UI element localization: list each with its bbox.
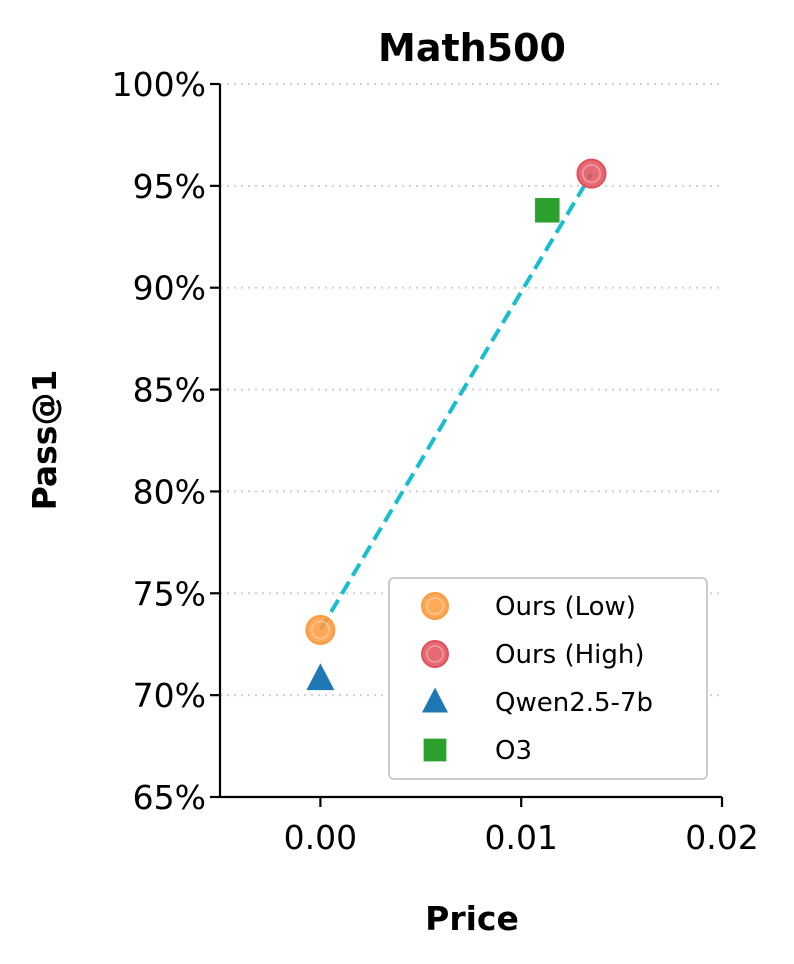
x-tick-label: 0.02 <box>685 818 758 857</box>
x-axis-title: Price <box>425 899 519 938</box>
y-tick-label: 65% <box>133 778 206 817</box>
axes <box>218 84 722 799</box>
point-ours-low-outer <box>305 614 336 645</box>
legend-ours-low-label: Ours (Low) <box>495 592 636 622</box>
point-qwen <box>306 663 335 691</box>
point-ours-low-ring <box>310 620 330 640</box>
trend-line-layer <box>318 172 594 631</box>
y-tick-label: 90% <box>133 269 206 308</box>
legend-items: Ours (Low) Ours (High) Qwen2.5-7b O3 <box>421 592 653 766</box>
point-ours-low <box>305 614 336 645</box>
legend-o3-label: O3 <box>495 736 532 766</box>
legend-ours-high-label: Ours (High) <box>495 640 645 670</box>
y-axis-title: Pass@1 <box>25 370 64 511</box>
y-tick-label: 100% <box>112 65 206 104</box>
point-ours-high <box>576 158 607 189</box>
data-points <box>305 158 607 691</box>
ticks: 65% 70% 75% 80% 85% 90% 95% 100% 0.00 0.01 0.02 <box>112 65 759 857</box>
y-tick-label: 75% <box>133 574 206 613</box>
legend-o3-marker <box>423 738 447 762</box>
chart-title: Math500 <box>378 26 566 70</box>
x-tick-label: 0.00 <box>284 818 357 857</box>
legend-frame <box>388 577 708 780</box>
y-tick-label: 70% <box>133 676 206 715</box>
y-tick-label: 85% <box>133 371 206 410</box>
legend-ours-high-marker <box>421 640 449 668</box>
legend-qwen-marker <box>422 687 448 713</box>
point-o3 <box>535 198 560 223</box>
point-ours-high-ring <box>582 164 601 184</box>
y-tick-label: 80% <box>133 472 206 511</box>
y-tick-label: 95% <box>133 167 206 206</box>
legend-ours-high-marker-outer <box>421 640 449 668</box>
legend-ours-low-marker-outer <box>421 592 449 620</box>
legend: Ours (Low) Ours (High) Qwen2.5-7b O3 <box>388 577 708 780</box>
legend-ours-high-marker-ring <box>426 645 444 663</box>
legend-ours-low-marker <box>421 592 449 620</box>
point-ours-high-outer <box>576 158 607 189</box>
legend-qwen-label: Qwen2.5-7b <box>495 688 653 718</box>
legend-ours-low-marker-ring <box>426 597 444 615</box>
trend-line <box>318 172 594 631</box>
x-tick-label: 0.01 <box>484 818 557 857</box>
